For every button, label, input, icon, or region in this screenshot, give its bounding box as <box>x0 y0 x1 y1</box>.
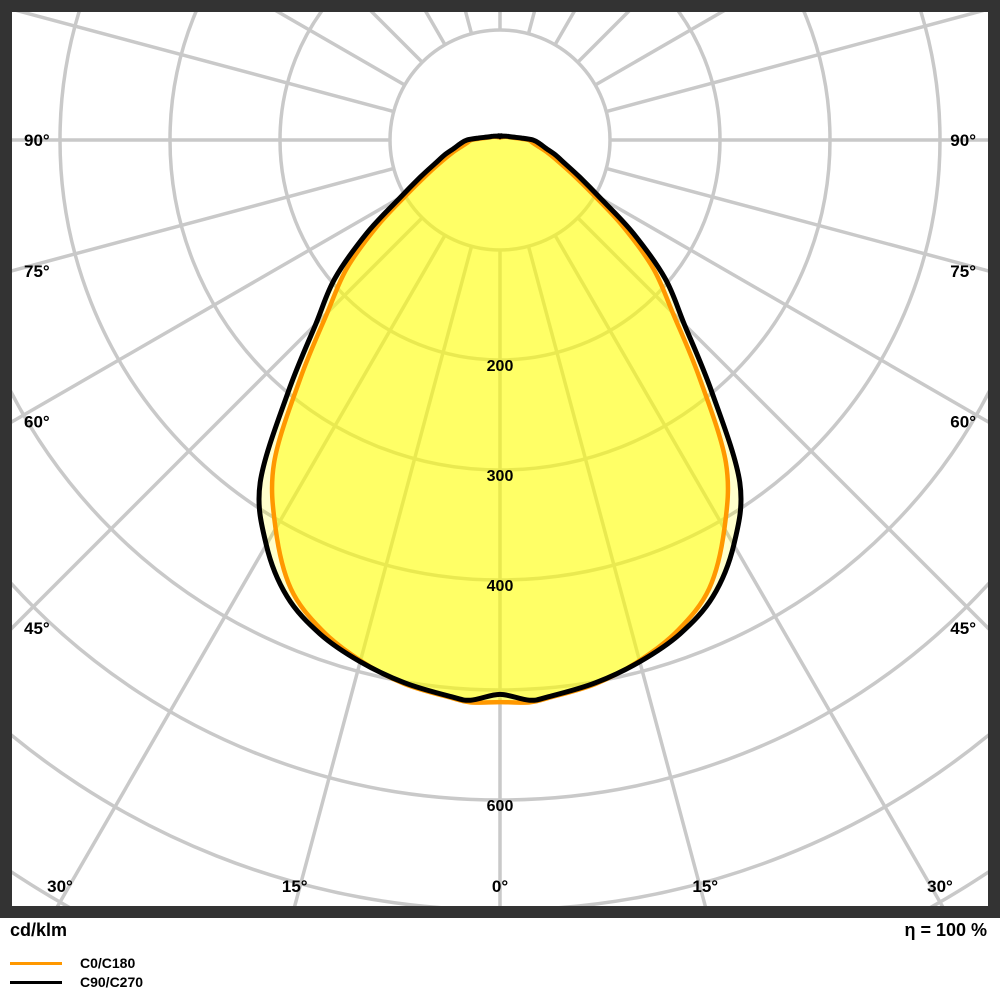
ring-value-label: 400 <box>487 578 514 595</box>
grid-radial-line <box>12 193 406 424</box>
angle-label-bottom: 30° <box>47 877 73 896</box>
angle-label-right: 60° <box>950 413 976 432</box>
grid-radial-line <box>12 216 424 631</box>
legend-label-c0-c180: C0/C180 <box>80 955 136 971</box>
legend-label-c90-c270: C90/C270 <box>80 974 144 990</box>
grid-radial-line <box>605 166 988 273</box>
efficiency-label: η = 100 % <box>904 920 987 940</box>
curve-c0-c180 <box>269 134 731 705</box>
legend-item-c90-c270: C90/C270 <box>10 974 143 990</box>
curve-c90-c270 <box>256 133 744 703</box>
ring-value-label: 300 <box>487 468 514 485</box>
angle-label-right: 90° <box>950 131 976 150</box>
angle-label-right: 45° <box>950 619 976 638</box>
curve-fill-c0-c180 <box>272 136 728 703</box>
angle-label-left: 60° <box>24 413 50 432</box>
angle-label-bottom: 15° <box>692 877 718 896</box>
legend-line-orange <box>10 961 62 965</box>
angle-label-right: 75° <box>950 262 976 281</box>
ring-value-label: 600 <box>487 798 514 815</box>
grid-radial-line <box>12 166 395 273</box>
grid-radial-line <box>274 12 406 87</box>
grid-radial-line <box>15 12 395 114</box>
legend-line-black <box>10 980 62 984</box>
angle-label-left: 75° <box>24 262 50 281</box>
angle-label-left: 45° <box>24 619 50 638</box>
unit-label: cd/klm <box>10 920 68 940</box>
grid-radial-line <box>576 216 988 631</box>
ring-value-label: 200 <box>487 358 514 375</box>
grid-radial-line <box>605 12 985 114</box>
angle-label-left: 90° <box>24 131 50 150</box>
legend-item-c0-c180: C0/C180 <box>10 955 135 971</box>
angle-label-bottom: 15° <box>282 877 308 896</box>
plot-border <box>0 0 1000 918</box>
grid-radial-line <box>594 193 988 424</box>
angle-label-bottom: 0° <box>492 877 508 896</box>
grid-radial-line <box>594 12 726 87</box>
angle-label-bottom: 30° <box>927 877 953 896</box>
